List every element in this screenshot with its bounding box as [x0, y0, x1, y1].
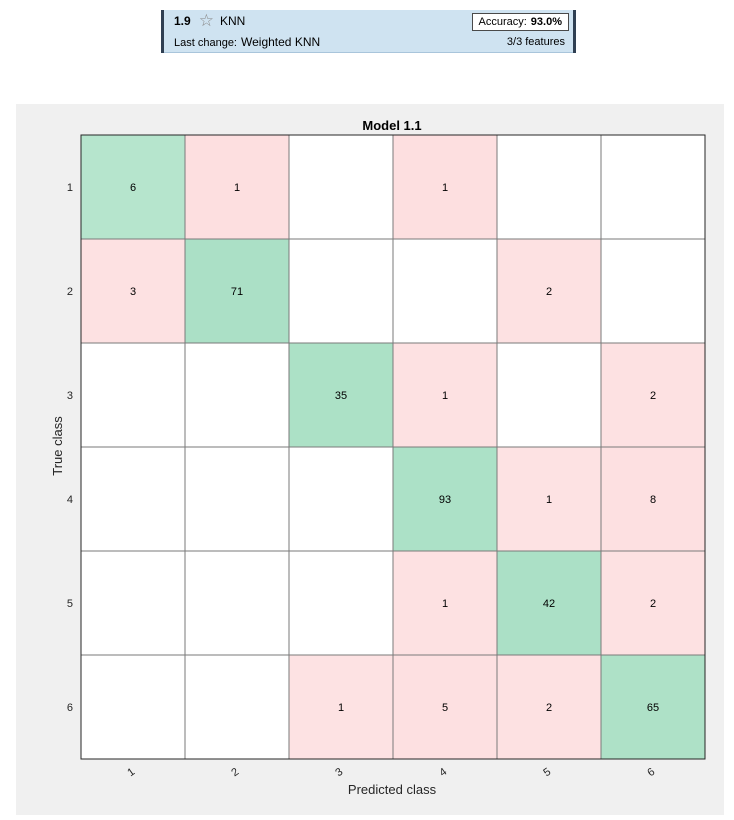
x-tick-label: 1 [125, 766, 137, 779]
model-card[interactable]: 1.9 ☆ KNN Accuracy: 93.0% Last change: Wei… [161, 10, 576, 53]
matrix-cell [496, 654, 602, 760]
matrix-cell [80, 550, 186, 656]
matrix-cell [496, 342, 602, 448]
matrix-cell [80, 134, 186, 240]
x-tick-label: 2 [229, 766, 241, 779]
y-tick-label: 4 [67, 494, 73, 506]
cell-value-label: 1 [338, 702, 344, 714]
cell-value-label: 2 [546, 286, 552, 298]
x-tick-label: 6 [645, 766, 657, 779]
matrix-cell [184, 342, 290, 448]
matrix-cell [496, 238, 602, 344]
matrix-cell [288, 238, 394, 344]
cell-value-label: 1 [546, 494, 552, 506]
x-tick-label: 3 [333, 766, 345, 779]
x-tick-label: 5 [541, 766, 553, 779]
y-tick-label: 3 [67, 390, 73, 402]
cell-value-label: 1 [442, 390, 448, 402]
x-tick-label: 4 [437, 766, 449, 779]
y-tick-label: 5 [67, 598, 73, 610]
matrix-cell [392, 238, 498, 344]
matrix-cell [288, 654, 394, 760]
cell-value-label: 2 [650, 598, 656, 610]
matrix-cell [184, 550, 290, 656]
matrix-cell [392, 342, 498, 448]
y-tick-label: 6 [67, 702, 73, 714]
cell-value-label: 1 [234, 182, 240, 194]
matrix-cell [496, 134, 602, 240]
matrix-cell [184, 134, 290, 240]
matrix-cell [80, 342, 186, 448]
matrix-cell [80, 446, 186, 552]
cell-value-label: 1 [442, 182, 448, 194]
cell-value-label: 5 [442, 702, 448, 714]
model-name: KNN [219, 14, 246, 28]
cell-value-label: 2 [546, 702, 552, 714]
cell-value-label: 6 [130, 182, 136, 194]
matrix-cell [392, 446, 498, 552]
model-card-header: 1.9 ☆ KNN [174, 11, 246, 30]
matrix-cell [184, 446, 290, 552]
cell-value-label: 35 [335, 390, 347, 402]
axis-ticks: 1 2 3 4 5 6 1 2 3 4 5 6 [67, 182, 657, 779]
last-change-label: Last change: [174, 37, 237, 49]
chart-title: Model 1.1 [362, 118, 421, 133]
matrix-cell [496, 550, 602, 656]
matrix-cell [600, 134, 706, 240]
cell-value-label: 65 [647, 702, 659, 714]
cell-value-label: 8 [650, 494, 656, 506]
features-count: 3/3 features [506, 36, 565, 48]
accuracy-box: Accuracy: 93.0% [471, 13, 569, 31]
cell-value-label: 2 [650, 390, 656, 402]
matrix-cell [288, 134, 394, 240]
y-axis-label: True class [50, 416, 65, 476]
cell-value-label: 3 [130, 286, 136, 298]
y-tick-label: 1 [67, 182, 73, 194]
matrix-cell [600, 654, 706, 760]
y-tick-label: 2 [67, 286, 73, 298]
matrix-frame [80, 134, 706, 760]
matrix-cell [600, 550, 706, 656]
matrix-cell [184, 238, 290, 344]
matrix-cell [288, 446, 394, 552]
matrix-cell [600, 446, 706, 552]
matrix-cell [184, 654, 290, 760]
cell-value-label: 93 [439, 494, 451, 506]
matrix-cell [600, 238, 706, 344]
matrix-cells: 6 1 1 3 71 2 35 1 2 93 1 8 1 42 2 1 5 2 65 [80, 134, 706, 760]
matrix-cell [80, 654, 186, 760]
last-change: Last change: Weighted KNN [174, 35, 320, 49]
accuracy-value: 93.0% [530, 16, 562, 28]
cell-value-label: 42 [543, 598, 555, 610]
matrix-cell [392, 654, 498, 760]
matrix-cell [392, 550, 498, 656]
cell-value-label: 71 [231, 286, 243, 298]
matrix-cell [80, 238, 186, 344]
x-axis-label: Predicted class [348, 782, 437, 797]
matrix-cell [288, 550, 394, 656]
star-outline-icon[interactable]: ☆ [198, 11, 214, 30]
last-change-value: Weighted KNN [241, 35, 321, 49]
accuracy-label: Accuracy: [478, 16, 527, 28]
cell-value-label: 1 [442, 598, 448, 610]
model-number: 1.9 [174, 14, 191, 28]
